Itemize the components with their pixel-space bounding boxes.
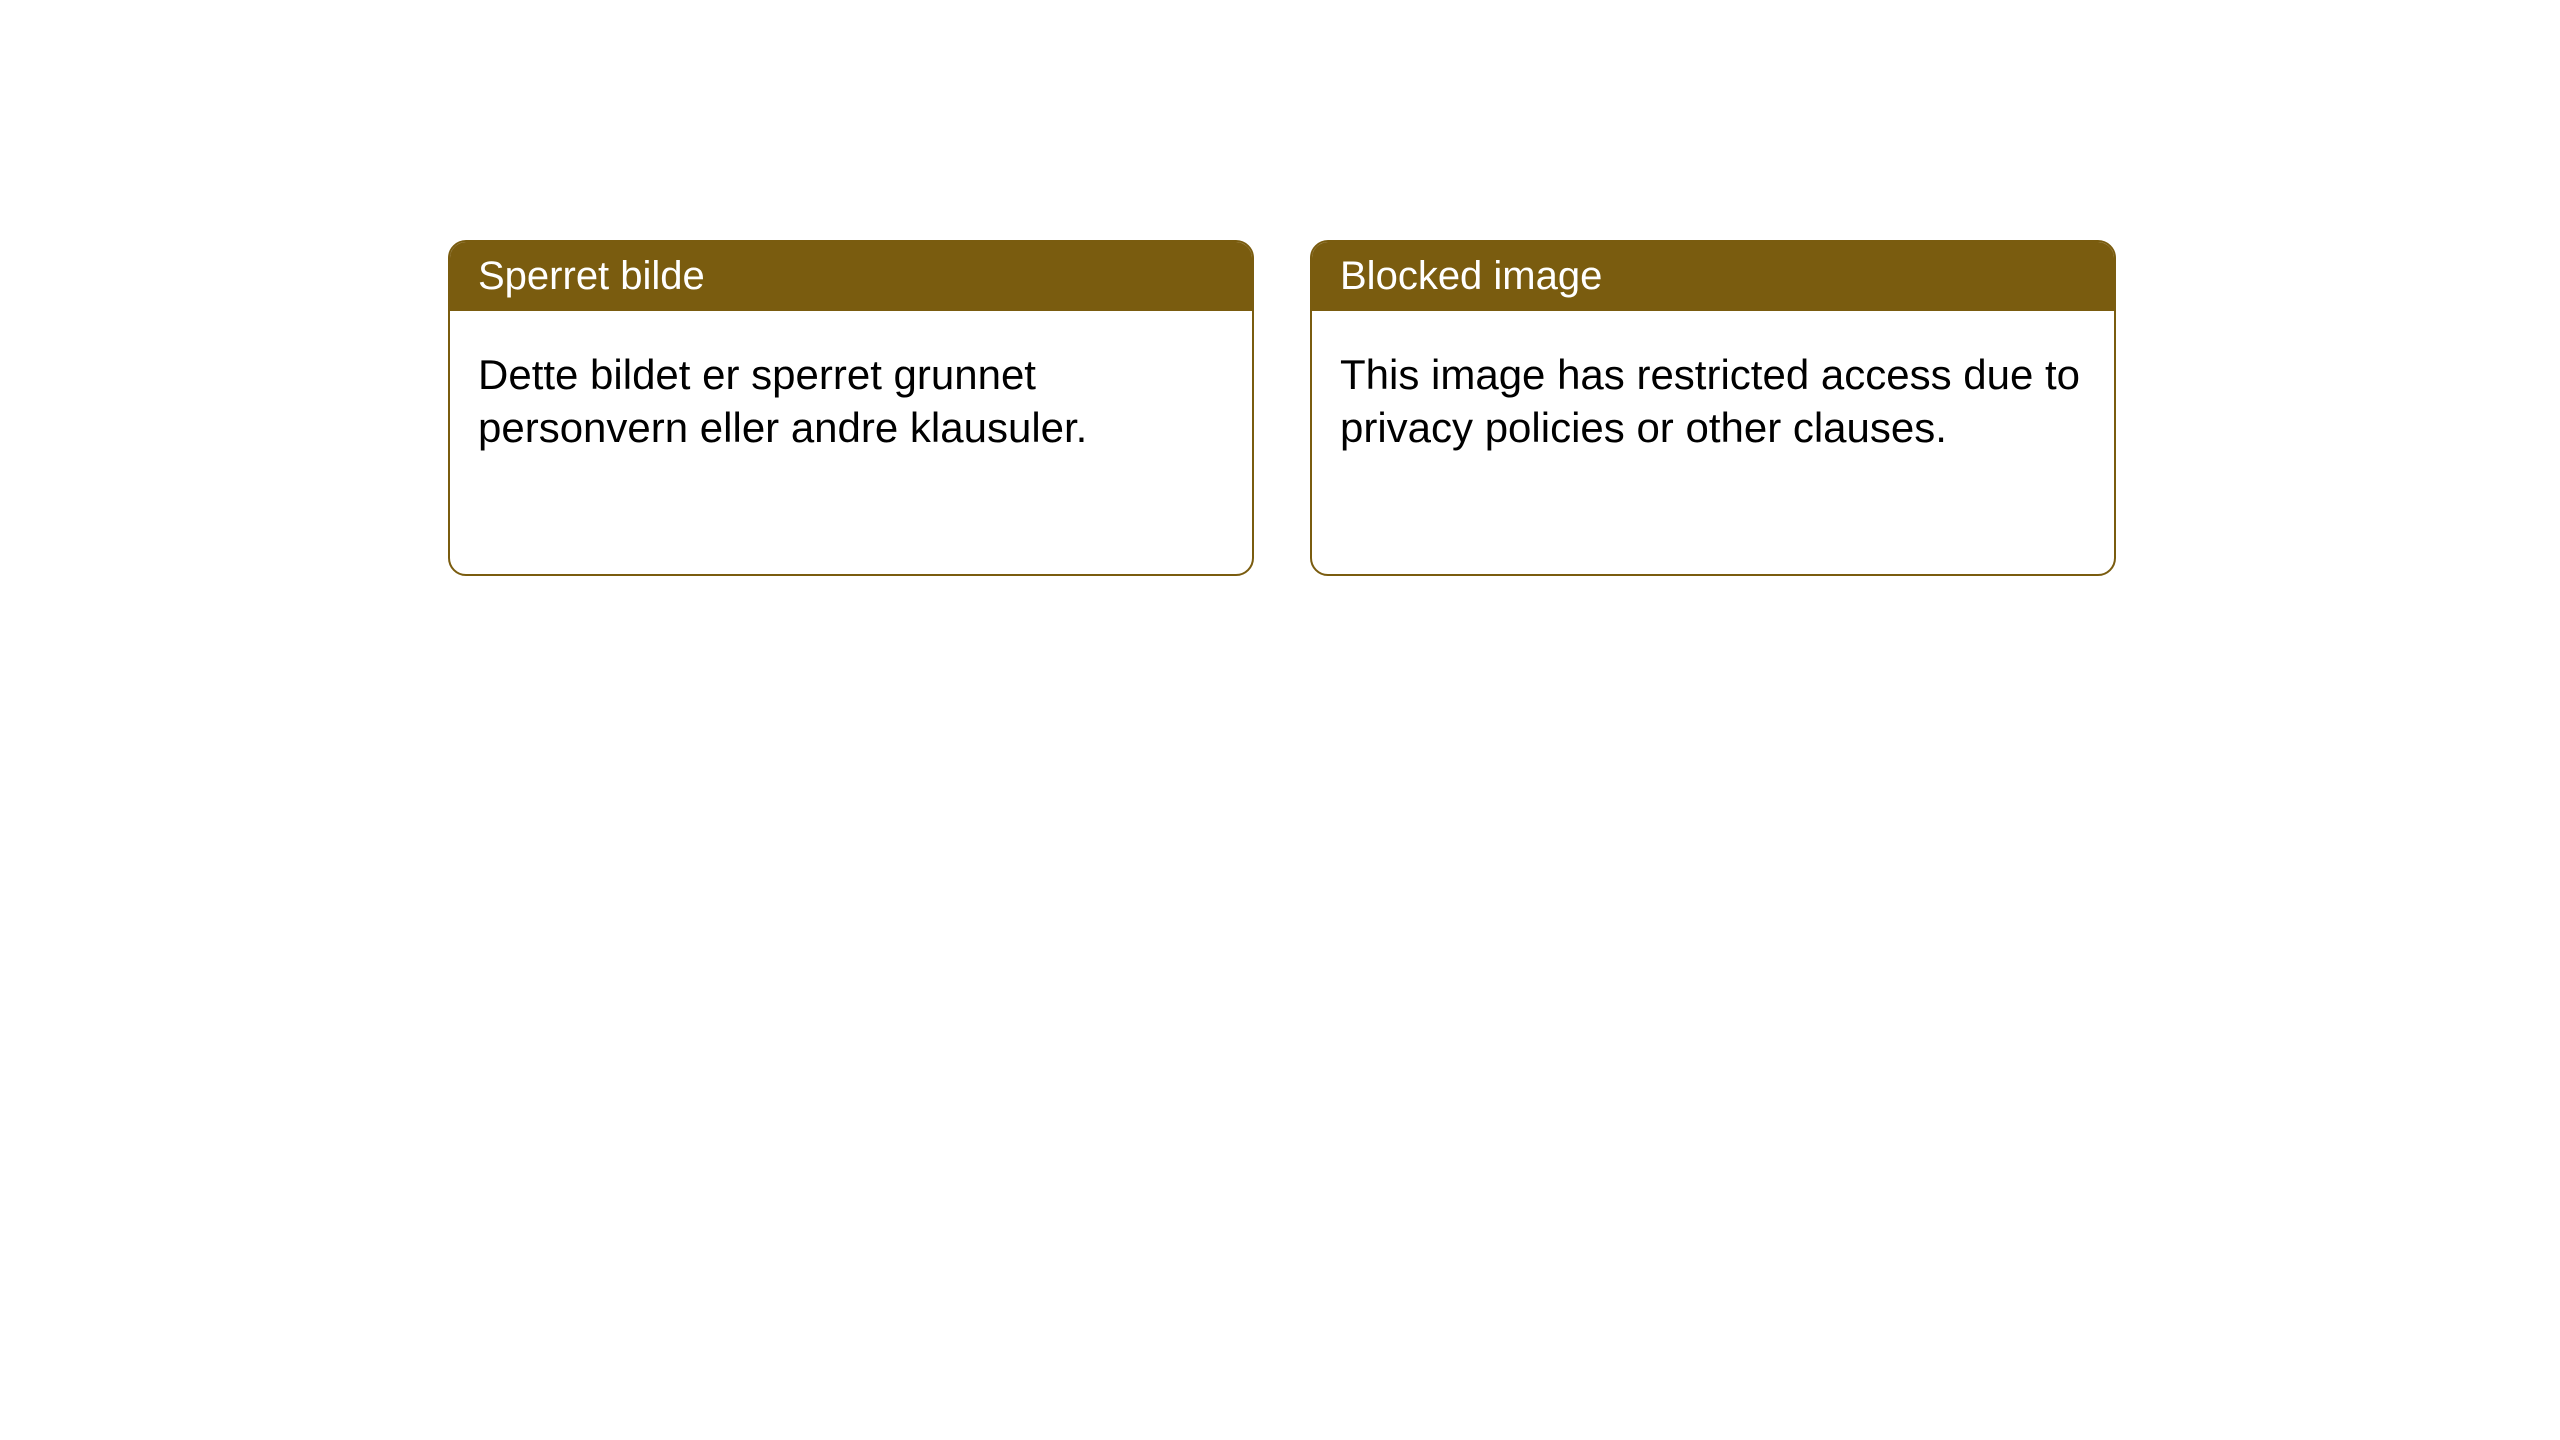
card-body-text: Dette bildet er sperret grunnet personve… [478, 351, 1087, 451]
card-body: Dette bildet er sperret grunnet personve… [450, 311, 1252, 492]
notice-card-english: Blocked image This image has restricted … [1310, 240, 2116, 576]
card-title: Sperret bilde [478, 254, 705, 298]
card-title: Blocked image [1340, 254, 1602, 298]
card-header: Sperret bilde [450, 242, 1252, 311]
card-body-text: This image has restricted access due to … [1340, 351, 2080, 451]
card-header: Blocked image [1312, 242, 2114, 311]
notice-card-norwegian: Sperret bilde Dette bildet er sperret gr… [448, 240, 1254, 576]
card-body: This image has restricted access due to … [1312, 311, 2114, 492]
notice-cards-container: Sperret bilde Dette bildet er sperret gr… [448, 240, 2116, 576]
